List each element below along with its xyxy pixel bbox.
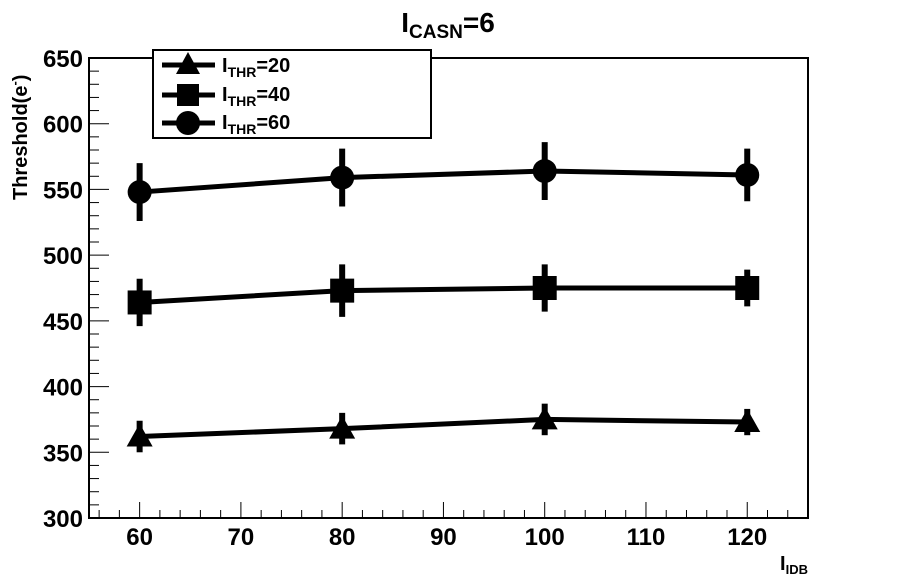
data-point-square <box>735 276 760 300</box>
chart-title-suffix: =6 <box>463 7 495 38</box>
data-point-triangle <box>329 415 356 439</box>
chart-title-sub: CASN <box>409 22 463 43</box>
series-layer <box>126 142 761 453</box>
y-axis-label: Threshold(e-) <box>7 75 32 200</box>
data-point-square <box>532 276 557 300</box>
y-tick-label: 350 <box>43 440 83 467</box>
x-tick-label: 60 <box>126 524 153 551</box>
legend-label-thr60: ITHR=60 <box>222 112 290 137</box>
legend-label-thr20: ITHR=20 <box>222 55 290 80</box>
legend-label-thr20-sub: THR <box>228 64 257 80</box>
y-tick-label: 600 <box>43 112 83 139</box>
series-square <box>127 264 760 327</box>
data-point-triangle <box>531 406 558 430</box>
data-point-triangle <box>126 423 153 447</box>
legend-label-thr40: ITHR=40 <box>222 84 290 109</box>
y-tick-label: 400 <box>43 375 83 402</box>
data-point-circle <box>330 165 355 190</box>
series-line <box>139 168 748 195</box>
legend-label-thr40-sub: THR <box>228 93 257 109</box>
data-point-square <box>127 290 152 315</box>
series-circle <box>127 142 760 221</box>
data-point-square <box>330 278 355 303</box>
legend-label-thr20-main: I <box>222 55 228 77</box>
legend: ITHR=20 ITHR=40 ITHR=60 <box>152 49 432 139</box>
legend-label-thr60-sub: THR <box>228 121 257 137</box>
x-tick-label: 100 <box>525 524 565 551</box>
legend-entry-thr40: ITHR=40 <box>162 84 290 109</box>
y-tick-label: 300 <box>43 506 83 533</box>
chart-title-main: I <box>401 7 409 38</box>
y-tick-label: 450 <box>43 309 83 336</box>
y-tick-label: 650 <box>43 46 83 73</box>
legend-entry-thr20: ITHR=20 <box>162 52 290 80</box>
x-tick-label: 80 <box>329 524 356 551</box>
x-tick-label: 120 <box>727 524 767 551</box>
axes: 60 70 80 90 100 110 120 300 350 400 450 500 550 600 65… <box>43 46 809 551</box>
y-axis-label-sup: - <box>7 81 22 85</box>
chart-title: ICASN=6 <box>401 7 495 43</box>
x-axis-label: IIDB <box>780 553 808 576</box>
x-tick-label: 110 <box>627 524 666 551</box>
y-tick-label: 550 <box>43 177 83 204</box>
data-point-circle <box>735 162 760 187</box>
legend-label-thr40-suffix: =40 <box>256 84 290 106</box>
legend-label-thr60-main: I <box>222 112 228 134</box>
legend-marker-triangle <box>176 52 200 74</box>
series-line <box>139 416 748 440</box>
x-axis-label-sub: IDB <box>786 562 808 576</box>
x-tick-label: 70 <box>228 524 255 551</box>
series-line <box>139 285 748 305</box>
x-axis-label-main: I <box>780 553 786 575</box>
legend-label-thr20-suffix: =20 <box>256 55 290 77</box>
series-triangle <box>126 403 761 453</box>
legend-marker-square <box>177 84 199 106</box>
data-point-circle <box>127 180 152 205</box>
y-tick-label: 500 <box>43 243 83 270</box>
data-point-circle <box>532 159 557 184</box>
x-tick-label: 90 <box>430 524 457 551</box>
y-axis-label-suffix: ) <box>10 75 32 82</box>
legend-label-thr60-suffix: =60 <box>256 112 290 134</box>
plot-frame <box>88 57 809 519</box>
y-axis-label-main: Threshold(e <box>10 86 32 200</box>
data-point-triangle <box>734 409 761 433</box>
legend-marker-circle <box>176 111 200 135</box>
legend-entry-thr60: ITHR=60 <box>162 111 290 137</box>
legend-label-thr40-main: I <box>222 84 228 106</box>
